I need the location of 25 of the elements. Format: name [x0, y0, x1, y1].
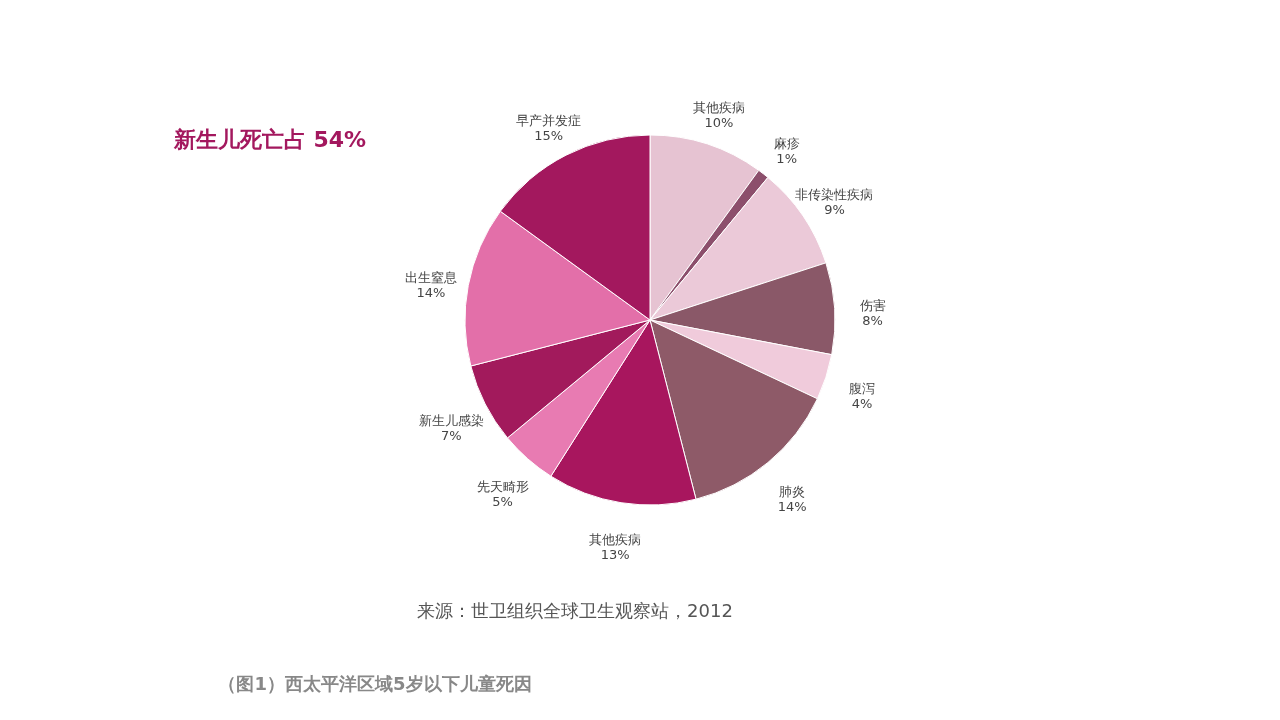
data-label: 4%: [851, 395, 873, 411]
data-label: 14%: [777, 498, 807, 514]
data-label: 15%: [534, 128, 564, 144]
data-label: 14%: [416, 285, 446, 301]
slice-label: 非传染性疾病: [795, 186, 874, 202]
data-label: 5%: [492, 494, 513, 510]
text: （图1）西太平洋区域5岁以下儿童死因: [218, 673, 532, 694]
text: 新生儿死亡占 54%: [172, 127, 367, 152]
slice-label: 先天畸形: [476, 479, 529, 495]
data-label: 13%: [600, 547, 630, 563]
slice-label: 腹泻: [849, 380, 876, 396]
slice-label: 出生窒息: [404, 270, 457, 286]
slice-label: 伤害: [859, 298, 886, 313]
slice-label: 其他疾病: [589, 532, 642, 548]
data-label: 9%: [824, 201, 845, 217]
source-note: 来源：世卫组织全球卫生观察站，2012: [417, 600, 733, 621]
slice-label: 其他疾病: [692, 99, 745, 115]
slice-label: 早产并发症: [516, 113, 582, 129]
data-label: 10%: [704, 114, 734, 130]
slice-label: 新生儿感染: [418, 413, 484, 429]
data-label: 8%: [862, 313, 883, 328]
data-label: 7%: [440, 428, 462, 444]
data-label: 1%: [776, 150, 797, 166]
slice-label: 麻疹: [773, 135, 800, 151]
slice-label: 肺炎: [779, 483, 806, 499]
